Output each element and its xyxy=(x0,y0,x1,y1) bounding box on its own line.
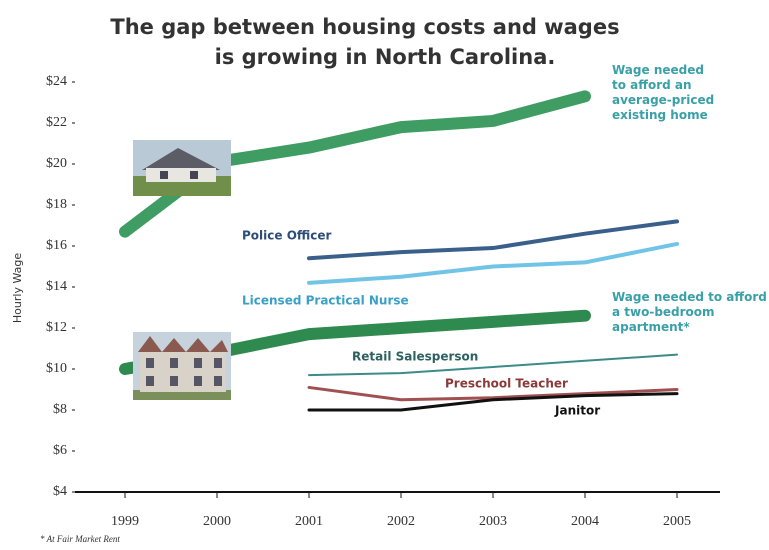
series-line xyxy=(307,219,679,261)
series-line xyxy=(307,241,679,285)
x-tick-label: 1999 xyxy=(111,514,139,529)
y-tick-label: $16 xyxy=(46,238,67,253)
series-label: Preschool Teacher xyxy=(445,377,568,391)
y-tick-label: $4 xyxy=(53,484,67,499)
x-tick-label: 2002 xyxy=(387,514,415,529)
series-label: Police Officer xyxy=(242,229,332,243)
y-tick-label: $10 xyxy=(46,361,67,376)
chart-title: is growing in North Carolina. xyxy=(215,45,556,69)
y-tick-label: $20 xyxy=(46,156,67,171)
y-tick-label: $18 xyxy=(46,197,67,212)
apartment-photo xyxy=(133,332,231,400)
y-tick-label: $22 xyxy=(46,115,67,130)
series-label: Wage needed to afford an average-priced exi… xyxy=(612,63,714,122)
y-tick-label: $6 xyxy=(53,443,67,458)
chart-title: The gap between housing costs and wages xyxy=(110,15,619,39)
series-label: Licensed Practical Nurse xyxy=(242,294,409,308)
x-tick-label: 2000 xyxy=(203,514,231,529)
home-photo xyxy=(133,140,231,196)
y-tick-label: $14 xyxy=(46,279,67,294)
y-tick-label: $8 xyxy=(53,402,67,417)
series-line xyxy=(308,353,678,377)
y-tick-label: $24 xyxy=(46,74,67,89)
series-label: Janitor xyxy=(554,404,600,418)
footnote: * At Fair Market Rent xyxy=(40,534,120,544)
x-tick-label: 2004 xyxy=(571,514,599,529)
series-label: Retail Salesperson xyxy=(352,350,478,364)
x-tick-label: 2003 xyxy=(479,514,507,529)
series-label: Wage needed to afford a two-bedroom apartm… xyxy=(612,290,767,334)
x-tick-label: 2001 xyxy=(295,514,323,529)
y-axis-label: Hourly Wage xyxy=(11,253,24,323)
series-line xyxy=(307,392,679,412)
x-tick-label: 2005 xyxy=(663,514,691,529)
y-tick-label: $12 xyxy=(46,320,67,335)
series-line xyxy=(307,385,679,402)
